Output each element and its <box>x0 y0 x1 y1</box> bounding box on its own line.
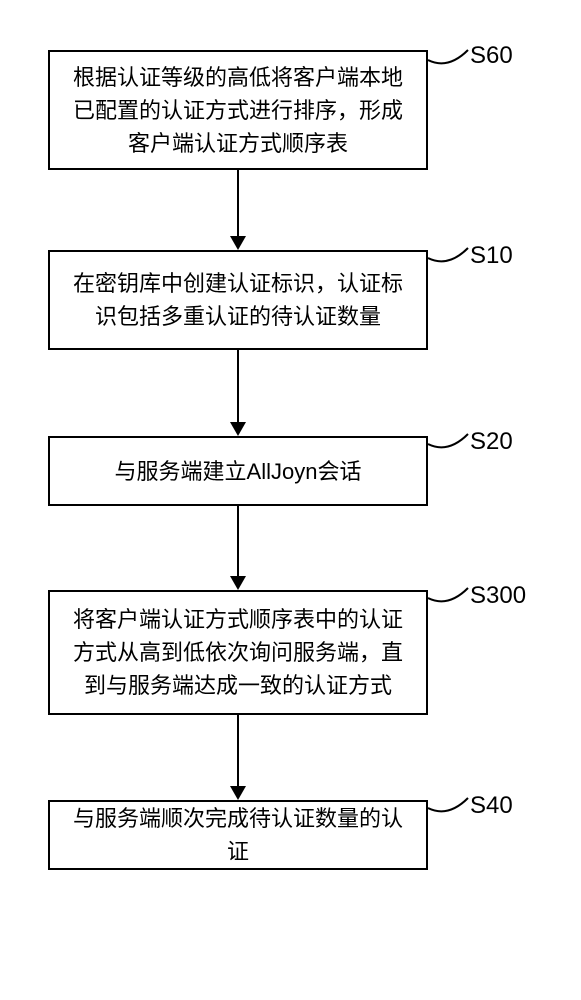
node-text: 与服务端顺次完成待认证数量的认证 <box>66 802 410 868</box>
flowchart-container: 根据认证等级的高低将客户端本地已配置的认证方式进行排序，形成客户端认证方式顺序表… <box>0 0 581 1000</box>
label-connector <box>428 580 470 610</box>
node-text: 与服务端建立AllJoyn会话 <box>115 455 362 488</box>
label-connector <box>428 240 470 270</box>
flowchart-node-s10: 在密钥库中创建认证标识，认证标识包括多重认证的待认证数量 <box>48 250 428 350</box>
label-connector <box>428 426 470 456</box>
label-text: S10 <box>470 242 513 269</box>
label-connector <box>428 42 470 72</box>
arrow-line <box>237 170 239 236</box>
arrow-head <box>230 576 246 590</box>
label-text: S300 <box>470 582 526 609</box>
node-text: 根据认证等级的高低将客户端本地已配置的认证方式进行排序，形成客户端认证方式顺序表 <box>66 61 410 160</box>
arrow-line <box>237 350 239 422</box>
label-text: S20 <box>470 428 513 455</box>
label-text: S40 <box>470 792 513 819</box>
node-label-s300: S300 <box>470 582 526 610</box>
node-text: 将客户端认证方式顺序表中的认证方式从高到低依次询问服务端，直到与服务端达成一致的… <box>66 603 410 702</box>
arrow-line <box>237 715 239 786</box>
node-label-s60: S60 <box>470 42 513 70</box>
flowchart-node-s20: 与服务端建立AllJoyn会话 <box>48 436 428 506</box>
flowchart-node-s300: 将客户端认证方式顺序表中的认证方式从高到低依次询问服务端，直到与服务端达成一致的… <box>48 590 428 715</box>
arrow-head <box>230 786 246 800</box>
flowchart-node-s40: 与服务端顺次完成待认证数量的认证 <box>48 800 428 870</box>
node-label-s40: S40 <box>470 792 513 820</box>
arrow-head <box>230 422 246 436</box>
label-text: S60 <box>470 42 513 69</box>
flowchart-node-s60: 根据认证等级的高低将客户端本地已配置的认证方式进行排序，形成客户端认证方式顺序表 <box>48 50 428 170</box>
node-text: 在密钥库中创建认证标识，认证标识包括多重认证的待认证数量 <box>66 267 410 333</box>
node-label-s10: S10 <box>470 242 513 270</box>
label-connector <box>428 790 470 820</box>
node-label-s20: S20 <box>470 428 513 456</box>
arrow-line <box>237 506 239 576</box>
arrow-head <box>230 236 246 250</box>
